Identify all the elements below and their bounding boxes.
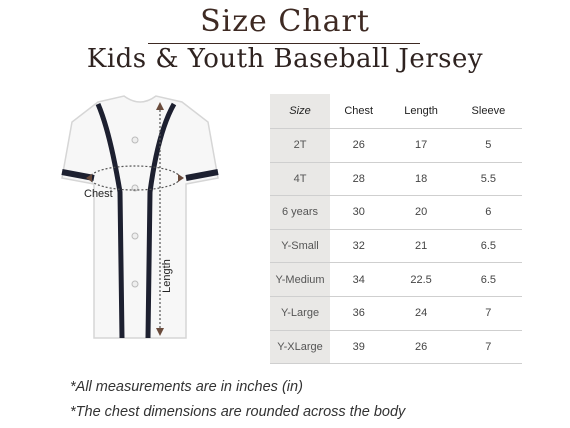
- sleeve-cell: 6.5: [454, 262, 522, 297]
- sleeve-cell: 6.5: [454, 229, 522, 264]
- page-title: Size Chart: [200, 4, 370, 39]
- chest-cell: 26: [330, 128, 388, 163]
- chest-note: *The chest dimensions are rounded across…: [70, 404, 406, 420]
- right-placket-trim: [145, 102, 177, 339]
- measurement-note: *All measurements are in inches (in): [70, 379, 303, 395]
- right-sleeve-trim: [185, 169, 219, 181]
- table-row: Y-Large 36 24 7: [270, 296, 522, 331]
- size-cell: 2T: [270, 128, 330, 163]
- chest-cell: 28: [330, 162, 388, 197]
- page-subtitle: Kids & Youth Baseball Jersey: [86, 44, 484, 74]
- chest-cell: 30: [330, 195, 388, 230]
- chest-arrow-left: [86, 174, 92, 182]
- length-cell: 18: [387, 162, 455, 197]
- size-cell: Y-Small: [270, 229, 330, 264]
- size-cell: 4T: [270, 162, 330, 197]
- table-row: 6 years 30 20 6: [270, 195, 522, 230]
- left-placket-trim: [95, 103, 125, 339]
- length-cell: 26: [387, 330, 455, 365]
- table-row: 4T 28 18 5.5: [270, 162, 522, 197]
- length-cell: 17: [387, 128, 455, 163]
- column-header-sleeve: Sleeve: [454, 94, 522, 129]
- button: [131, 184, 139, 192]
- chest-cell: 39: [330, 330, 388, 365]
- length-cell: 24: [387, 296, 455, 331]
- sleeve-cell: 6: [454, 195, 522, 230]
- size-table: Size Chest Length Sleeve 2T 26 17 5 4T 2…: [270, 94, 522, 365]
- length-cell: 21: [387, 229, 455, 264]
- button: [131, 280, 139, 288]
- jersey-svg: [61, 95, 219, 339]
- chest-cell: 34: [330, 262, 388, 297]
- chest-cell: 36: [330, 296, 388, 331]
- size-cell: 6 years: [270, 195, 330, 230]
- sleeve-cell: 7: [454, 330, 522, 365]
- column-header-size: Size: [270, 94, 330, 129]
- table-row: Y-Small 32 21 6.5: [270, 229, 522, 264]
- table-row: 2T 26 17 5: [270, 128, 522, 163]
- title-divider: [148, 43, 420, 44]
- size-cell: Y-Large: [270, 296, 330, 331]
- jersey-body: [61, 95, 219, 339]
- chest-arrow-right: [178, 174, 184, 182]
- column-header-length: Length: [387, 94, 455, 129]
- button: [131, 136, 139, 144]
- sleeve-cell: 7: [454, 296, 522, 331]
- table-row: Y-Medium 34 22.5 6.5: [270, 262, 522, 297]
- button: [131, 232, 139, 240]
- table-row: Y-XLarge 39 26 7: [270, 330, 522, 365]
- length-arrow-top: [156, 102, 164, 110]
- length-label: Length: [160, 259, 173, 293]
- table-header-row: Size Chest Length Sleeve: [270, 94, 522, 129]
- size-cell: Y-Medium: [270, 262, 330, 297]
- length-cell: 22.5: [387, 262, 455, 297]
- length-cell: 20: [387, 195, 455, 230]
- jersey-illustration: [40, 92, 240, 344]
- chest-cell: 32: [330, 229, 388, 264]
- sleeve-cell: 5: [454, 128, 522, 163]
- chest-label: Chest: [84, 188, 113, 200]
- column-header-chest: Chest: [330, 94, 388, 129]
- sleeve-cell: 5.5: [454, 162, 522, 197]
- size-cell: Y-XLarge: [270, 330, 330, 365]
- length-arrow-bottom: [156, 328, 164, 336]
